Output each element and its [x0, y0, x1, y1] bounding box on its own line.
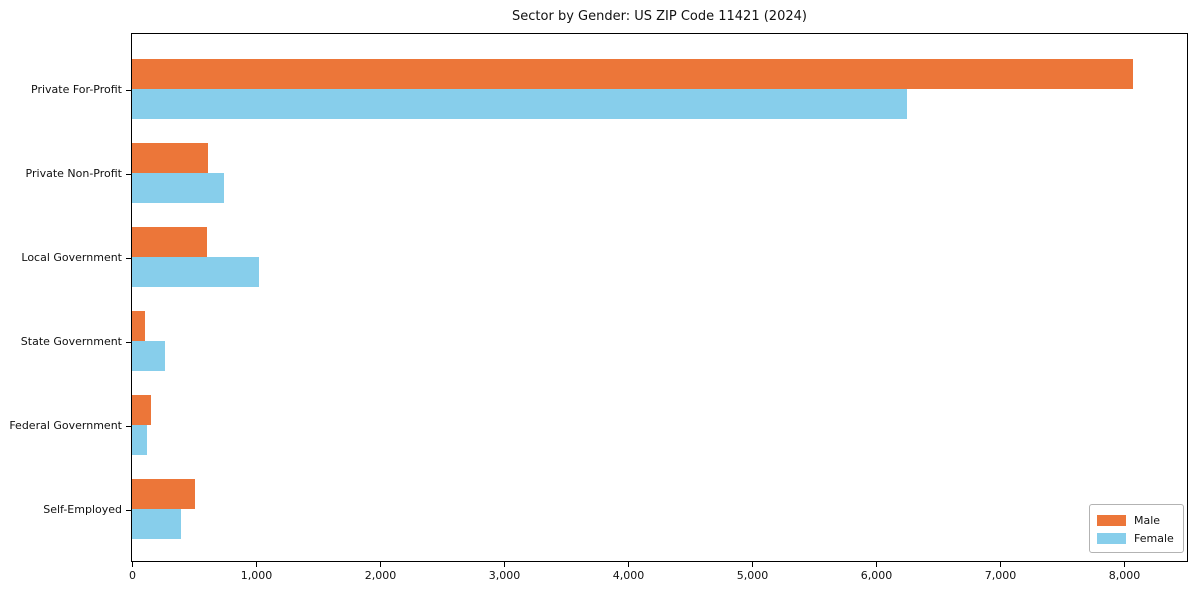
legend: Male Female: [1089, 504, 1184, 553]
y-tick-mark-local-government: [126, 257, 131, 259]
bar-female-self-employed: [132, 509, 181, 539]
legend-item-male: Male: [1097, 511, 1176, 529]
x-tick-mark-4000: [627, 562, 630, 567]
x-tick-mark-5000: [751, 562, 754, 567]
x-tick-mark-2000: [379, 562, 382, 567]
legend-item-female: Female: [1097, 529, 1176, 547]
x-tick-mark-3000: [503, 562, 506, 567]
y-tick-label-local-government: Local Government: [21, 250, 122, 264]
y-tick-mark-private-for-profit: [126, 89, 131, 91]
x-tick-label-0: 0: [129, 569, 136, 582]
x-tick-label-1000: 1,000: [240, 569, 273, 582]
y-tick-mark-private-non-profit: [126, 173, 131, 175]
legend-label-male: Male: [1134, 513, 1161, 527]
x-tick-label-8000: 8,000: [1108, 569, 1141, 582]
x-tick-label-2000: 2,000: [364, 569, 397, 582]
y-tick-label-state-government: State Government: [20, 334, 122, 348]
plot-area: [131, 33, 1188, 562]
bar-female-private-non-profit: [132, 173, 224, 203]
bar-male-federal-government: [132, 395, 151, 425]
y-tick-label-federal-government: Federal Government: [9, 418, 122, 432]
x-tick-mark-8000: [1123, 562, 1126, 567]
x-tick-label-7000: 7,000: [984, 569, 1017, 582]
x-tick-label-5000: 5,000: [736, 569, 769, 582]
legend-label-female: Female: [1134, 531, 1174, 545]
x-tick-label-4000: 4,000: [612, 569, 645, 582]
bar-male-local-government: [132, 227, 207, 257]
bar-male-private-for-profit: [132, 59, 1134, 89]
x-tick-mark-0: [131, 562, 134, 567]
bar-female-state-government: [132, 341, 165, 371]
y-tick-label-private-for-profit: Private For-Profit: [31, 82, 122, 96]
bar-male-self-employed: [132, 479, 195, 509]
chart-title: Sector by Gender: US ZIP Code 11421 (202…: [512, 9, 807, 24]
bar-male-private-non-profit: [132, 143, 208, 173]
y-tick-label-private-non-profit: Private Non-Profit: [25, 166, 122, 180]
bar-female-local-government: [132, 257, 259, 287]
x-tick-mark-1000: [255, 562, 258, 567]
x-tick-label-6000: 6,000: [860, 569, 893, 582]
y-tick-mark-state-government: [126, 341, 131, 343]
bar-female-federal-government: [132, 425, 147, 455]
y-tick-mark-self-employed: [126, 509, 131, 511]
x-tick-label-3000: 3,000: [488, 569, 521, 582]
y-tick-label-self-employed: Self-Employed: [43, 502, 122, 516]
x-tick-mark-6000: [875, 562, 878, 567]
bar-male-state-government: [132, 311, 145, 341]
y-tick-mark-federal-government: [126, 425, 131, 427]
legend-swatch-male: [1097, 514, 1126, 526]
bar-female-private-for-profit: [132, 89, 907, 119]
x-tick-mark-7000: [999, 562, 1002, 567]
legend-swatch-female: [1097, 532, 1126, 544]
